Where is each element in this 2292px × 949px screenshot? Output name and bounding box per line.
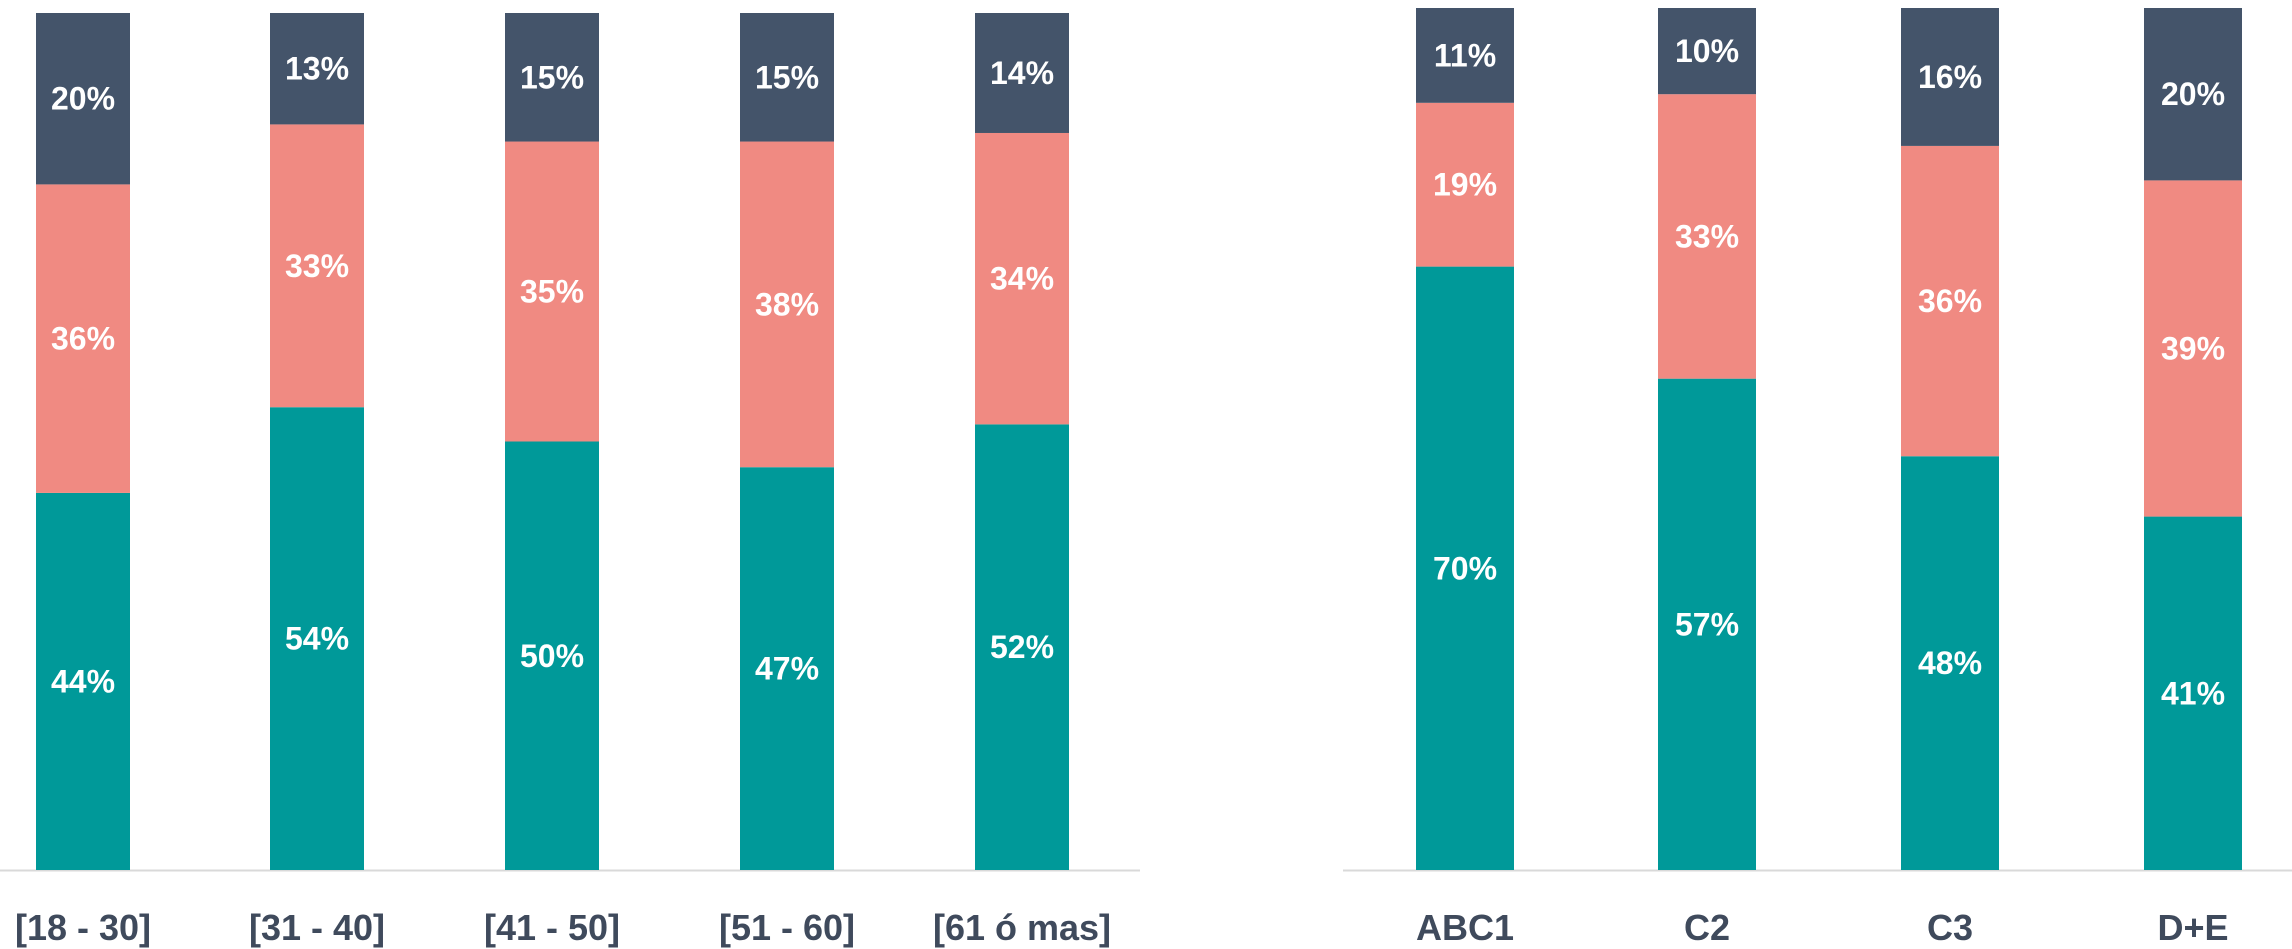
data-label: 41% (2161, 675, 2225, 711)
bar-segment-navy (36, 13, 130, 185)
bar-segment-salmon (36, 184, 130, 493)
data-label: 14% (990, 55, 1054, 91)
bar-segment-salmon (505, 141, 599, 442)
data-label: 16% (1918, 59, 1982, 95)
bar-segment-teal (2144, 516, 2242, 870)
data-label: 70% (1433, 550, 1497, 586)
bar-segment-navy (740, 13, 834, 142)
bar-segment-navy (505, 13, 599, 142)
bar-segment-teal (270, 407, 364, 870)
bar-segment-teal (1658, 378, 1756, 870)
category-tick-label: [51 - 60] (719, 907, 855, 948)
category-tick-label: [18 - 30] (15, 907, 151, 948)
category-tick-label: C3 (1927, 907, 1973, 948)
data-label: 10% (1675, 33, 1739, 69)
age-chart: 44% 36% 20% [18 - 30] 54% 33% 13% [31 - 40] 50% 3… (0, 13, 1140, 948)
data-label: 20% (51, 81, 115, 117)
data-label: 20% (2161, 76, 2225, 112)
data-label: 11% (1434, 37, 1496, 73)
data-label: 38% (755, 286, 819, 322)
bar-segment-teal (1416, 266, 1514, 871)
data-label: 33% (1675, 218, 1739, 254)
bar-segment-salmon (270, 124, 364, 408)
bar-segment-salmon (1658, 94, 1756, 379)
bar-segment-navy (2144, 8, 2242, 181)
bar-segment-salmon (1416, 102, 1514, 267)
data-label: 48% (1918, 645, 1982, 681)
category-tick-label: [41 - 50] (484, 907, 620, 948)
bar-segment-navy (270, 13, 364, 125)
data-label: 44% (51, 663, 115, 699)
bar-segment-navy (975, 13, 1069, 133)
bar-segment-navy (1901, 8, 1999, 146)
data-label: 34% (990, 261, 1054, 297)
bar-segment-teal (740, 467, 834, 870)
data-label: 57% (1675, 606, 1739, 642)
data-label: 54% (285, 621, 349, 657)
bar-segment-salmon (975, 132, 1069, 425)
data-label: 19% (1433, 167, 1497, 203)
data-label: 39% (2161, 330, 2225, 366)
category-tick-label: C2 (1684, 907, 1730, 948)
socioeconomic-chart: 70% 19% 11% ABC1 57% 33% 10% C2 48% 36% 16% C3 41% 39… (1343, 8, 2292, 948)
data-label: 15% (520, 59, 584, 95)
data-label: 15% (755, 59, 819, 95)
data-label: 47% (755, 651, 819, 687)
data-label: 13% (285, 51, 349, 87)
bar-segment-teal (505, 441, 599, 870)
data-label: 52% (990, 629, 1054, 665)
bar-segment-teal (36, 492, 130, 870)
data-label: 50% (520, 638, 584, 674)
bar-segment-salmon (1901, 145, 1999, 457)
bar-segment-teal (975, 424, 1069, 870)
category-tick-label: [31 - 40] (249, 907, 385, 948)
bar-segment-teal (1901, 456, 1999, 870)
bar-segment-salmon (2144, 180, 2242, 517)
bar-segment-navy (1416, 8, 1514, 103)
category-tick-label: [61 ó mas] (933, 907, 1111, 948)
data-label: 36% (1918, 283, 1982, 319)
data-label: 35% (520, 274, 584, 310)
data-label: 33% (285, 248, 349, 284)
bar-segment-salmon (740, 141, 834, 468)
data-label: 36% (51, 321, 115, 357)
category-tick-label: ABC1 (1416, 907, 1514, 948)
bar-segment-navy (1658, 8, 1756, 95)
category-tick-label: D+E (2157, 907, 2228, 948)
